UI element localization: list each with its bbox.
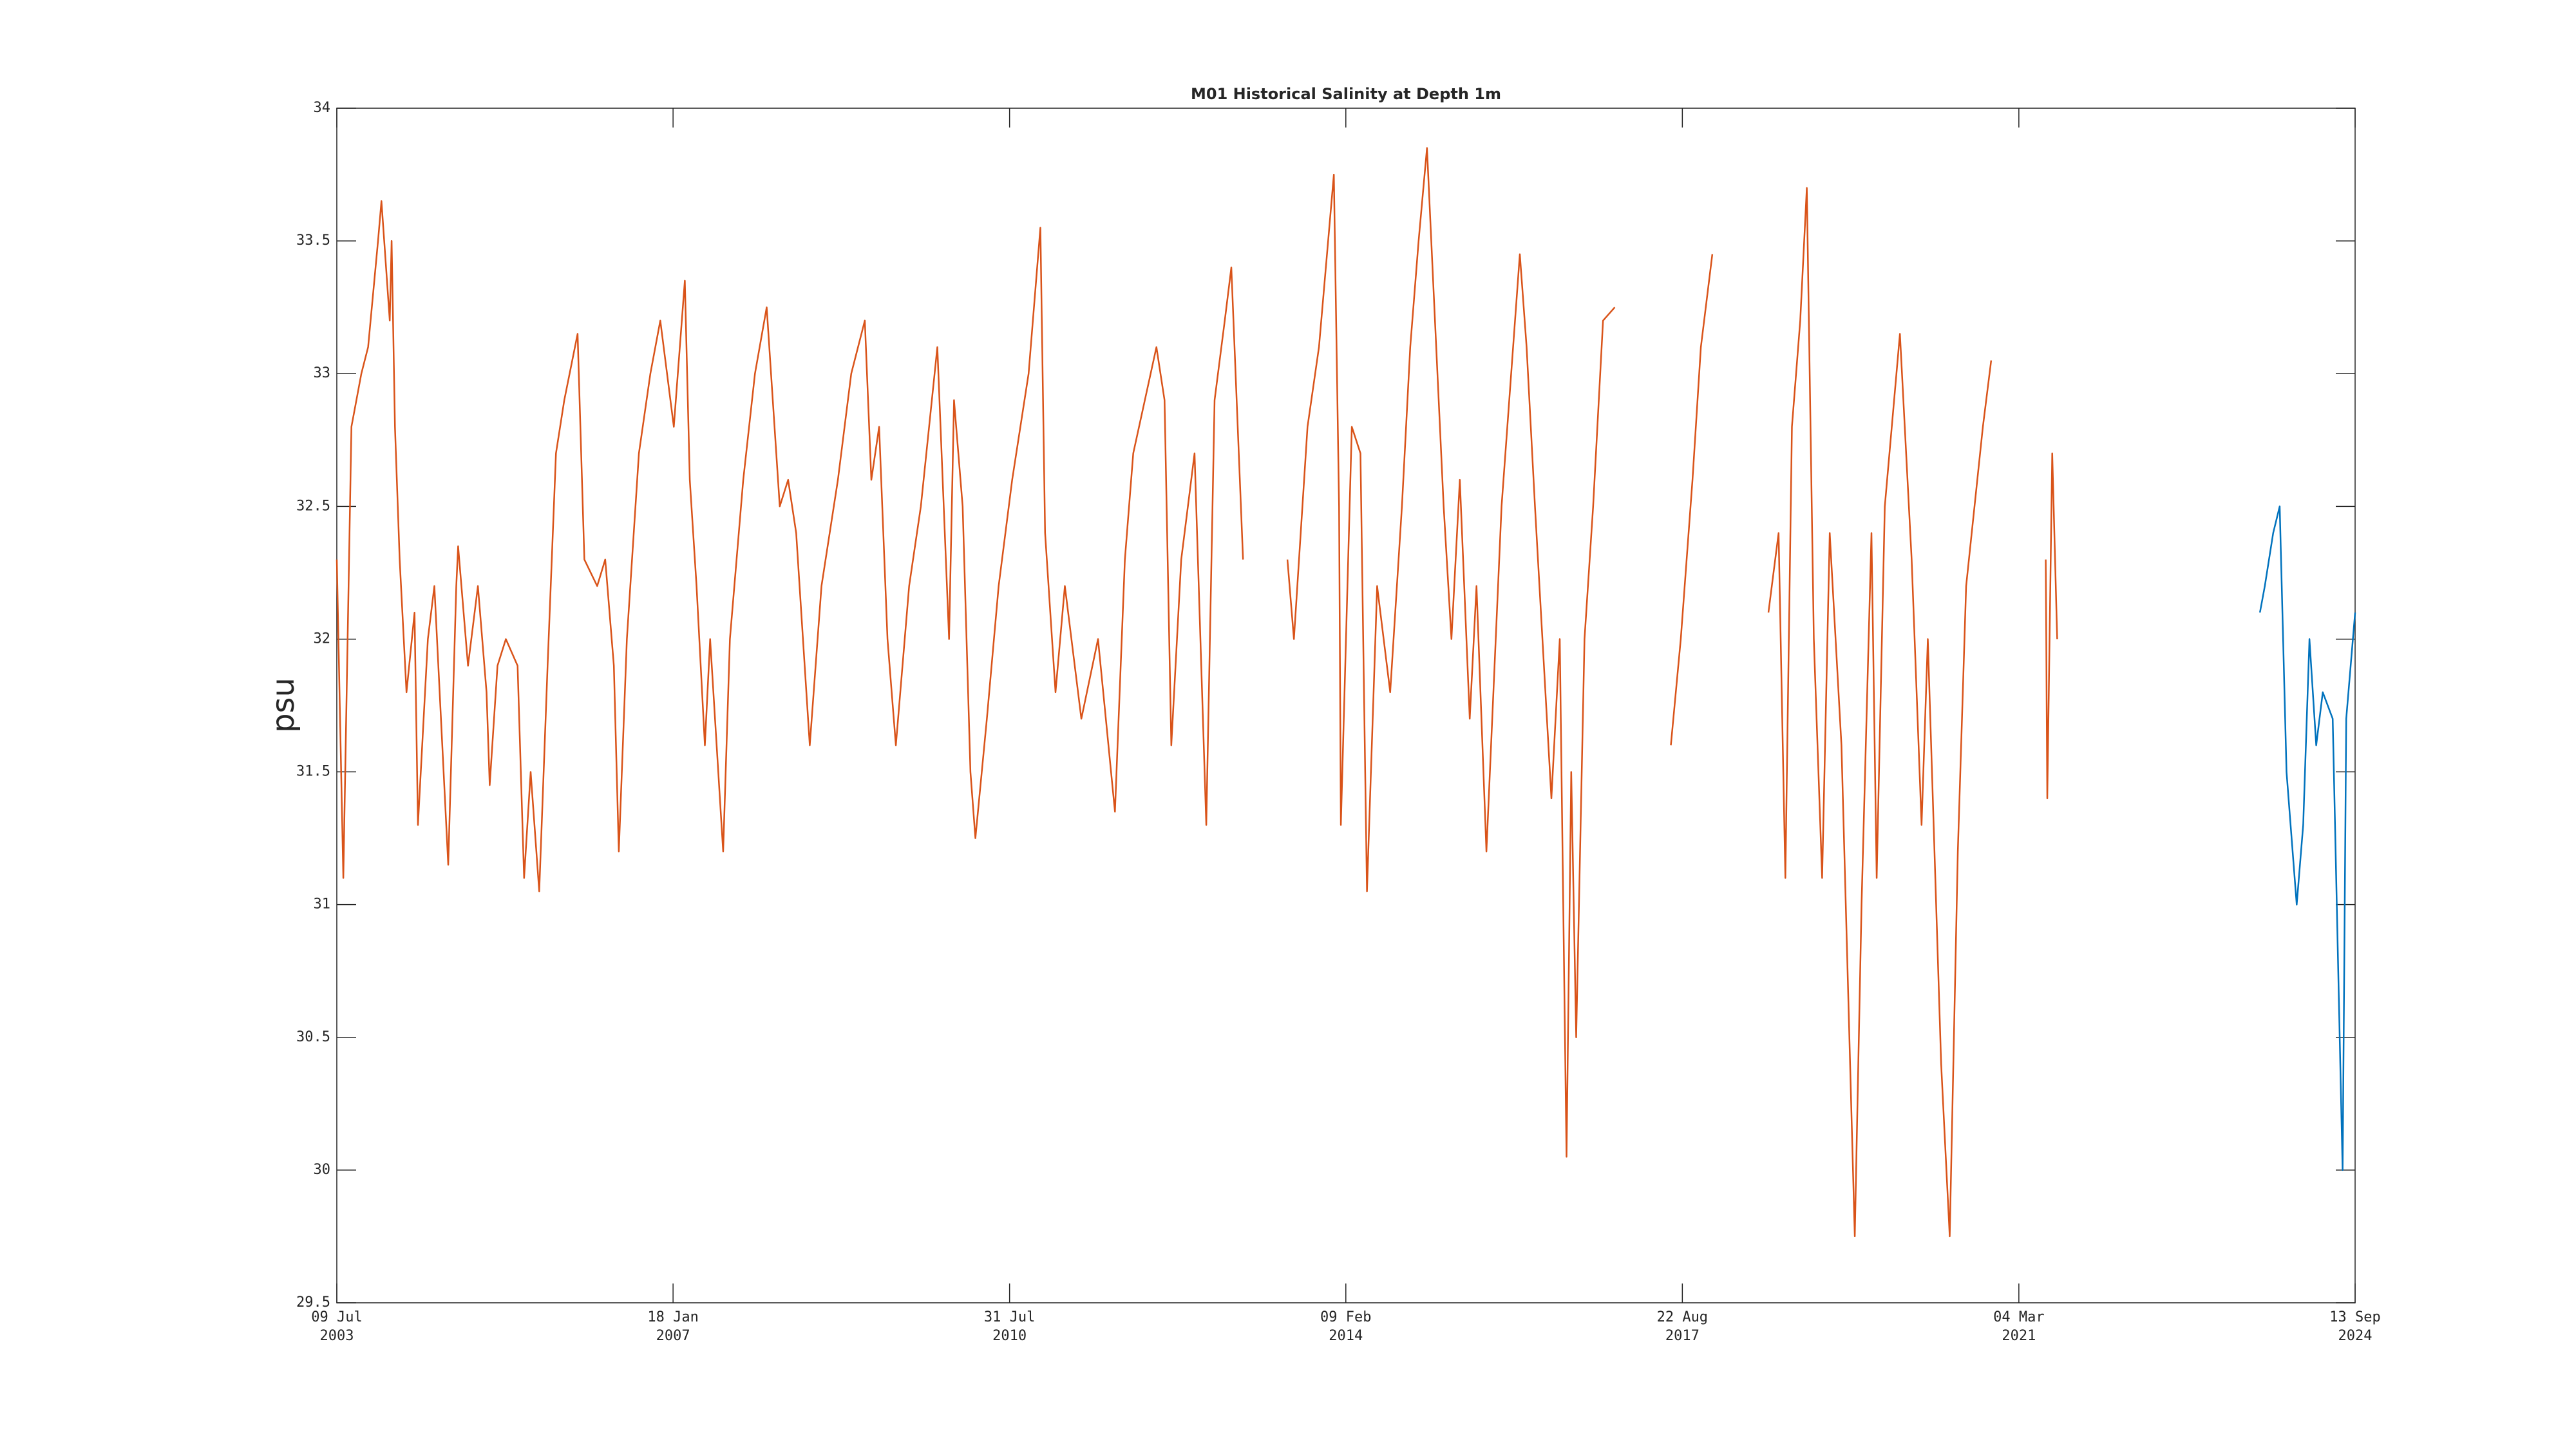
y-axis-label: psu	[265, 677, 301, 733]
chart-title: M01 Historical Salinity at Depth 1m	[1191, 85, 1501, 103]
y-tick-label: 31	[314, 896, 331, 913]
x-tick-label: 13 Sep 2024	[2329, 1309, 2381, 1344]
y-tick-label: 32.5	[296, 498, 330, 514]
x-tick-label: 22 Aug 2017	[1656, 1309, 1709, 1344]
y-tick-label: 29.5	[296, 1294, 330, 1311]
y-tick-label: 30	[314, 1162, 331, 1178]
y-tick-label: 33.5	[296, 232, 330, 249]
x-tick-label: 18 Jan 2007	[647, 1309, 699, 1344]
x-tick-label: 09 Jul 2003	[311, 1309, 363, 1344]
y-tick-label: 30.5	[296, 1029, 330, 1045]
plot-frame	[336, 108, 2356, 1303]
x-tick-label: 09 Feb 2014	[1320, 1309, 1372, 1344]
y-tick-label: 33	[314, 365, 331, 381]
y-tick-label: 34	[314, 100, 331, 116]
series-line	[336, 147, 2058, 1238]
y-tick-label: 32	[314, 630, 331, 647]
series-line	[2259, 506, 2356, 1171]
x-tick-label: 04 Mar 2021	[1993, 1309, 2045, 1344]
y-tick-label: 31.5	[296, 764, 330, 780]
x-tick-label: 31 Jul 2010	[983, 1309, 1036, 1344]
